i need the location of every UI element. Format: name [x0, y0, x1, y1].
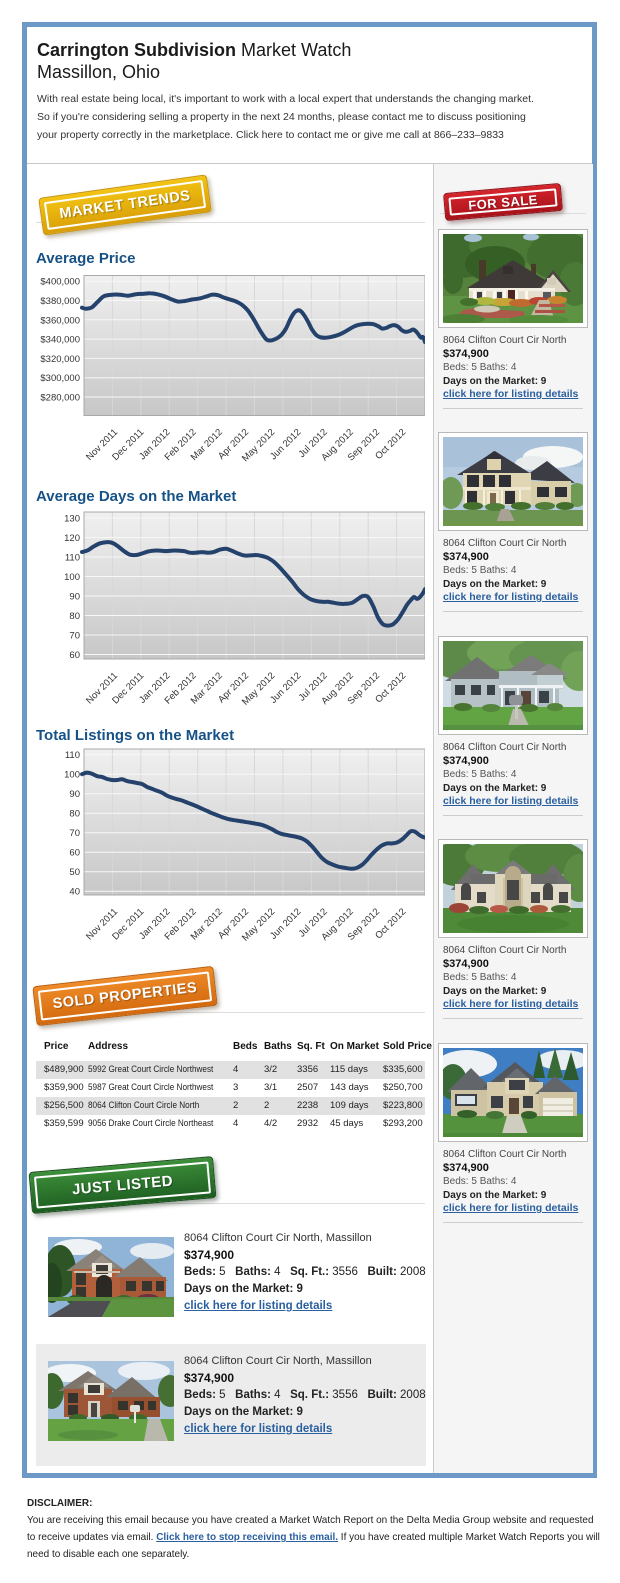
svg-text:70: 70	[69, 631, 80, 642]
svg-text:$340,000: $340,000	[40, 335, 80, 346]
svg-text:60: 60	[69, 848, 80, 859]
svg-text:90: 90	[69, 592, 80, 603]
svg-text:$360,000: $360,000	[40, 315, 80, 326]
svg-text:$300,000: $300,000	[40, 373, 80, 384]
svg-text:100: 100	[64, 770, 80, 781]
svg-text:70: 70	[69, 828, 80, 839]
svg-text:50: 50	[69, 867, 80, 878]
svg-text:90: 90	[69, 789, 80, 800]
svg-text:80: 80	[69, 809, 80, 820]
svg-text:80: 80	[69, 611, 80, 622]
svg-text:$280,000: $280,000	[40, 393, 80, 404]
svg-text:60: 60	[69, 650, 80, 661]
svg-text:110: 110	[65, 750, 80, 761]
svg-text:$400,000: $400,000	[40, 277, 80, 288]
svg-text:110: 110	[65, 553, 80, 564]
svg-text:$320,000: $320,000	[40, 354, 80, 365]
svg-text:120: 120	[64, 533, 80, 544]
svg-text:$380,000: $380,000	[40, 296, 80, 307]
svg-text:100: 100	[64, 572, 80, 583]
svg-text:40: 40	[69, 887, 80, 898]
svg-text:130: 130	[64, 514, 80, 525]
